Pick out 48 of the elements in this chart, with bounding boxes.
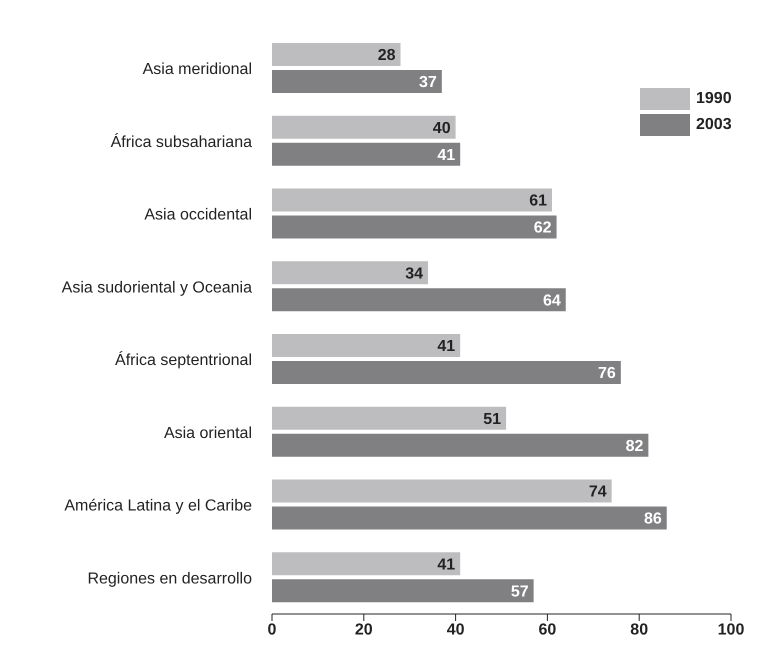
y-tick-label: Asia oriental <box>164 424 252 442</box>
bar <box>272 142 460 166</box>
bar <box>272 361 621 384</box>
data-label: 41 <box>437 338 456 356</box>
x-tick-label: 0 <box>268 621 277 638</box>
x-tick-label: 20 <box>354 621 373 638</box>
y-tick-label: Asia sudoriental y Oceania <box>62 279 252 296</box>
y-tick-label: Asia meridional <box>142 61 252 78</box>
bar <box>272 506 667 530</box>
bar <box>272 579 534 602</box>
legend-label: 2003 <box>696 116 732 134</box>
bar <box>272 334 460 357</box>
bar <box>272 261 428 284</box>
data-label: 76 <box>598 365 616 382</box>
bar <box>272 188 552 212</box>
bar <box>272 216 557 238</box>
data-label: 41 <box>437 556 456 574</box>
data-label: 57 <box>510 583 529 600</box>
data-label: 82 <box>626 438 644 455</box>
bar <box>272 406 506 430</box>
bar <box>272 70 442 93</box>
legend-label: 1990 <box>696 90 732 108</box>
bar <box>272 552 460 576</box>
data-label: 40 <box>432 120 451 137</box>
data-label: 64 <box>542 292 561 310</box>
data-label: 28 <box>378 47 396 64</box>
data-label: 74 <box>588 484 607 501</box>
data-label: 86 <box>644 510 662 528</box>
y-tick-label: África septentrional <box>115 351 252 370</box>
x-tick-label: 100 <box>718 621 744 638</box>
x-tick-label: 80 <box>630 621 648 638</box>
data-label: 37 <box>419 74 437 92</box>
y-tick-label: Asia occidental <box>144 206 252 224</box>
data-label: 51 <box>483 410 502 428</box>
y-tick-label: África subsahariana <box>110 132 252 151</box>
x-tick-label: 40 <box>446 621 465 638</box>
bar <box>272 480 612 502</box>
bar <box>272 116 456 139</box>
bar <box>272 43 401 66</box>
bar <box>272 434 648 457</box>
y-tick-label: Regiones en desarrollo <box>87 570 252 588</box>
bar <box>272 288 566 312</box>
data-label: 62 <box>534 220 552 237</box>
data-label: 41 <box>437 146 456 164</box>
x-tick-label: 60 <box>538 621 556 638</box>
data-label: 61 <box>529 192 548 210</box>
data-label: 34 <box>405 265 424 282</box>
y-tick-label: América Latina y el Caribe <box>64 498 252 515</box>
